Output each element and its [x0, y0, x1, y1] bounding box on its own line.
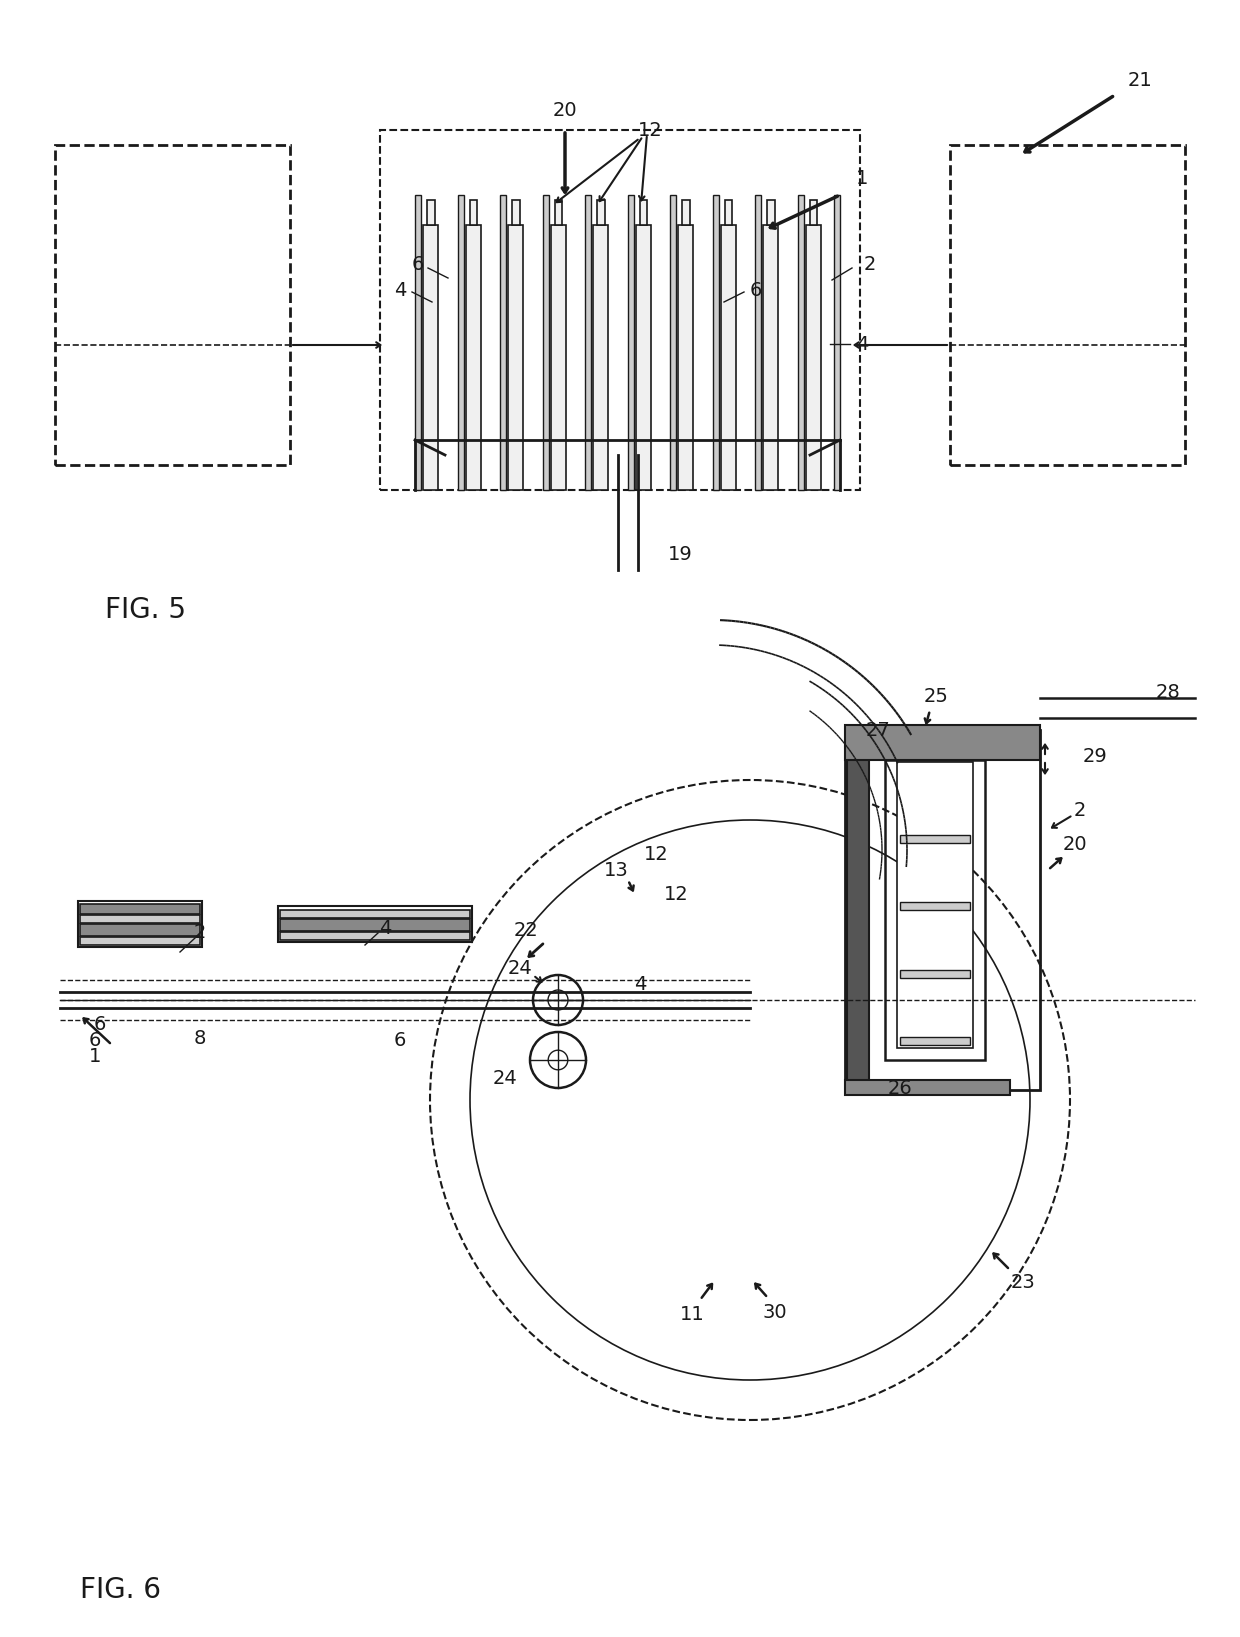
Text: 2: 2: [864, 255, 877, 275]
Bar: [897, 761, 973, 1048]
Text: 20: 20: [1063, 835, 1087, 855]
Bar: [554, 200, 562, 224]
Text: 12: 12: [663, 886, 688, 905]
Text: 1: 1: [89, 1048, 102, 1066]
Text: 4: 4: [634, 976, 646, 995]
Text: 4: 4: [856, 334, 868, 354]
Bar: [585, 195, 591, 489]
Text: 29: 29: [1083, 746, 1107, 766]
Bar: [844, 1080, 1011, 1095]
Bar: [278, 905, 472, 941]
Text: 28: 28: [1156, 683, 1180, 702]
Text: 11: 11: [680, 1305, 704, 1324]
Text: 2: 2: [1074, 800, 1086, 820]
Bar: [755, 195, 761, 489]
Text: 4: 4: [378, 918, 391, 938]
Text: 20: 20: [553, 100, 578, 120]
Bar: [627, 195, 634, 489]
Bar: [598, 200, 605, 224]
Text: 19: 19: [667, 545, 692, 565]
Text: 22: 22: [513, 920, 538, 940]
Bar: [458, 195, 464, 489]
Bar: [500, 195, 506, 489]
Bar: [797, 195, 804, 489]
Bar: [682, 200, 689, 224]
Bar: [724, 200, 732, 224]
Text: 6: 6: [94, 1015, 107, 1035]
Bar: [670, 195, 676, 489]
Bar: [551, 224, 565, 489]
Text: 12: 12: [644, 845, 668, 864]
Bar: [636, 224, 651, 489]
Bar: [512, 200, 520, 224]
Bar: [768, 200, 775, 224]
Bar: [900, 902, 970, 910]
Bar: [55, 146, 290, 465]
Bar: [806, 224, 821, 489]
Bar: [640, 200, 647, 224]
Bar: [280, 910, 470, 918]
Bar: [280, 918, 470, 931]
Bar: [466, 224, 481, 489]
Bar: [810, 200, 817, 224]
Bar: [713, 195, 719, 489]
Text: 30: 30: [763, 1303, 787, 1321]
Text: 8: 8: [193, 1028, 206, 1048]
Bar: [470, 200, 477, 224]
Text: 6: 6: [412, 255, 424, 275]
Bar: [81, 904, 200, 913]
Bar: [508, 224, 523, 489]
Bar: [833, 195, 839, 489]
Bar: [900, 1036, 970, 1044]
Text: 12: 12: [637, 121, 662, 139]
Bar: [900, 969, 970, 977]
Text: FIG. 6: FIG. 6: [81, 1576, 161, 1604]
Bar: [81, 915, 200, 923]
Text: 13: 13: [604, 861, 629, 879]
Bar: [543, 195, 549, 489]
Bar: [78, 900, 202, 946]
Bar: [885, 760, 985, 1061]
Bar: [423, 224, 439, 489]
Bar: [379, 129, 861, 489]
Text: 6: 6: [89, 1031, 102, 1049]
Bar: [844, 725, 1040, 760]
Text: 23: 23: [1011, 1274, 1035, 1293]
Bar: [844, 730, 1040, 1090]
Text: 6: 6: [750, 280, 763, 300]
Text: 1: 1: [856, 169, 868, 188]
Bar: [415, 195, 422, 489]
Text: 24: 24: [507, 959, 532, 977]
Text: 27: 27: [866, 720, 890, 740]
Text: 26: 26: [888, 1079, 913, 1097]
Text: 4: 4: [394, 280, 407, 300]
Text: 21: 21: [1127, 70, 1152, 90]
Bar: [720, 224, 735, 489]
Bar: [594, 224, 609, 489]
Text: 24: 24: [492, 1069, 517, 1087]
Bar: [427, 200, 435, 224]
Text: 25: 25: [924, 688, 949, 707]
Bar: [900, 835, 970, 843]
Text: 6: 6: [394, 1031, 407, 1049]
Bar: [764, 224, 779, 489]
Bar: [280, 931, 470, 940]
Text: FIG. 5: FIG. 5: [105, 596, 186, 624]
Bar: [847, 738, 869, 1082]
Bar: [950, 146, 1185, 465]
Bar: [81, 923, 200, 936]
Text: 2: 2: [193, 923, 206, 941]
Bar: [678, 224, 693, 489]
Bar: [81, 936, 200, 945]
